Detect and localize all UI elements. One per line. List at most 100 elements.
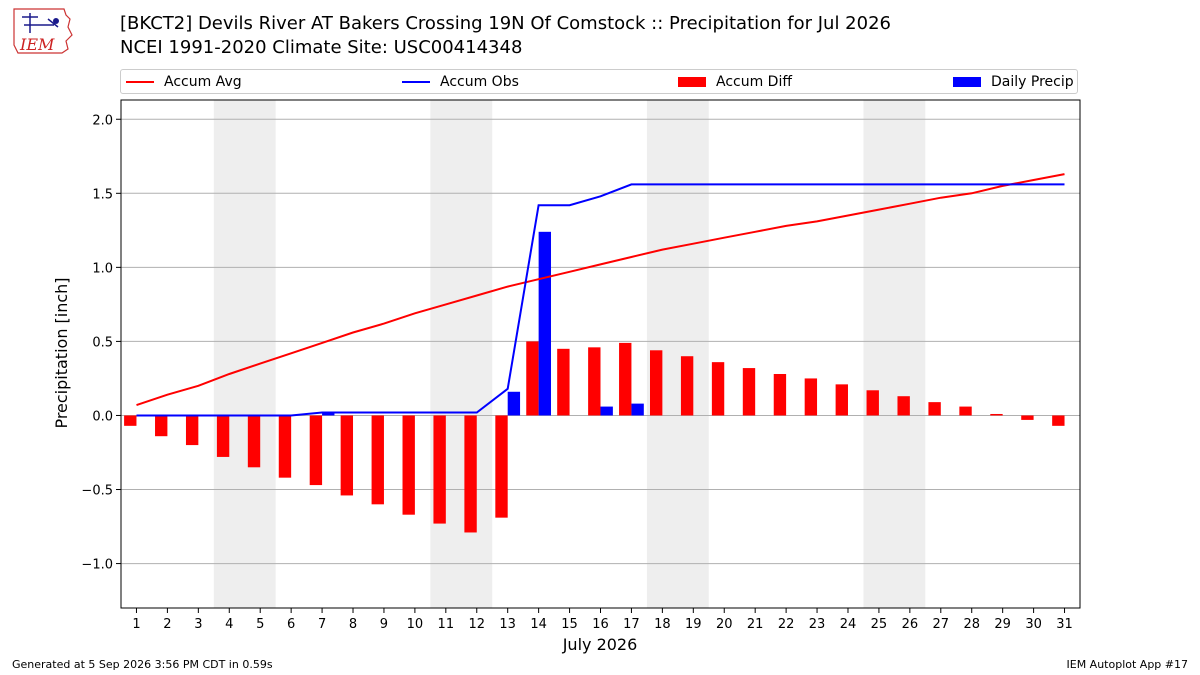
autoplot-app-label: IEM Autoplot App #17: [1066, 658, 1189, 671]
accum-diff-bar: [247, 415, 261, 468]
x-tick-label: 29: [994, 617, 1011, 632]
accum-diff-bar: [526, 341, 539, 416]
daily-precip-bar: [538, 231, 552, 416]
weekend-shade-1: [430, 100, 493, 608]
accum-diff-bars: [124, 341, 1065, 533]
x-tick-label: 28: [963, 617, 980, 632]
weekend-shade-0: [213, 100, 276, 608]
legend-daily-precip-label: Daily Precip: [991, 74, 1074, 90]
x-tick-label: 31: [1056, 617, 1073, 632]
accum-diff-bar: [742, 368, 756, 416]
accum-diff-bar: [804, 378, 818, 416]
x-tick-label: 20: [716, 617, 733, 632]
x-tick-label: 19: [685, 617, 702, 632]
accum-diff-bar: [433, 415, 446, 524]
x-tick-label: 13: [499, 617, 516, 632]
x-tick-label: 5: [256, 617, 264, 632]
accum-diff-bar: [340, 415, 354, 496]
accum-diff-bar: [990, 413, 1003, 416]
y-tick-label: −0.5: [81, 484, 113, 499]
y-tick-label: 0.5: [92, 335, 113, 350]
iem-logo-text: IEM: [19, 35, 55, 54]
y-tick-label: 1.5: [92, 187, 113, 202]
legend-accum-diff-label: Accum Diff: [716, 74, 793, 90]
accum-diff-bar: [711, 362, 725, 416]
iem-logo: IEM: [13, 8, 73, 54]
title-line-1: [BKCT2] Devils River AT Bakers Crossing …: [120, 13, 891, 34]
x-tick-label: 14: [530, 617, 547, 632]
x-tick-label: 7: [318, 617, 326, 632]
accum-diff-swatch: [678, 77, 706, 87]
title-line-2: NCEI 1991-2020 Climate Site: USC00414348: [120, 37, 523, 58]
accum-diff-bar: [402, 415, 415, 515]
x-tick-label: 6: [287, 617, 295, 632]
x-tick-label: 8: [349, 617, 357, 632]
x-tick-label: 1: [132, 617, 140, 632]
accum-diff-bar: [1052, 415, 1065, 426]
accum-diff-bar: [1021, 415, 1034, 420]
chart-title: [BKCT2] Devils River AT Bakers Crossing …: [120, 12, 891, 60]
y-tick-label: −1.0: [81, 558, 113, 573]
x-tick-label: 2: [163, 617, 171, 632]
accum-avg-line: [136, 173, 1065, 407]
x-tick-label: 21: [747, 617, 764, 632]
accum-obs-line: [136, 183, 1065, 417]
accum-diff-bar: [155, 415, 168, 437]
legend-accum-avg: Accum Avg: [126, 70, 242, 94]
accum-diff-bar: [773, 373, 787, 416]
x-ticks: 1 2 3 4 5 6 7 8 9 10 11 12 13 14 15 16 17 18 19 20 21 22 23 24 2…: [132, 608, 1073, 632]
daily-precip-bar: [322, 412, 335, 416]
x-tick-label: 12: [468, 617, 485, 632]
accum-diff-bar: [278, 415, 292, 478]
x-tick-label: 23: [809, 617, 826, 632]
x-axis-label: July 2026: [562, 635, 638, 654]
accum-avg-swatch: [126, 81, 154, 83]
accum-diff-bar: [959, 406, 972, 416]
accum-diff-bar: [588, 347, 601, 416]
chart-legend: Accum Avg Accum Obs Accum Diff Daily Pre…: [120, 69, 1078, 94]
x-tick-label: 17: [623, 617, 640, 632]
x-tick-label: 10: [407, 617, 424, 632]
y-axis-label: Precipitation [inch]: [52, 277, 71, 428]
legend-accum-obs: Accum Obs: [402, 70, 519, 94]
daily-precip-bar: [600, 406, 613, 416]
accum-lines: [136, 173, 1065, 417]
daily-precip-bar: [507, 391, 521, 416]
generated-timestamp: Generated at 5 Sep 2026 3:56 PM CDT in 0…: [12, 658, 273, 671]
x-tick-label: 22: [778, 617, 795, 632]
accum-diff-bar: [680, 356, 694, 416]
x-tick-label: 15: [561, 617, 578, 632]
daily-precip-swatch: [953, 77, 981, 87]
accum-diff-bar: [309, 415, 323, 486]
accum-diff-bar: [835, 384, 848, 416]
legend-accum-diff: Accum Diff: [678, 70, 792, 94]
x-tick-label: 24: [840, 617, 857, 632]
x-tick-label: 11: [438, 617, 455, 632]
accum-diff-bar: [124, 415, 137, 426]
x-tick-label: 30: [1025, 617, 1042, 632]
x-tick-label: 9: [380, 617, 388, 632]
y-tick-label: 2.0: [92, 113, 113, 128]
weekend-shade-3: [863, 100, 926, 608]
y-ticks: −1.0 −0.5 0.0 0.5 1.0 1.5 2.0: [81, 113, 121, 573]
accum-obs-swatch: [402, 81, 430, 83]
x-tick-label: 4: [225, 617, 233, 632]
x-tick-label: 27: [933, 617, 950, 632]
accum-diff-bar: [185, 415, 199, 446]
x-tick-label: 25: [871, 617, 888, 632]
x-tick-label: 16: [592, 617, 609, 632]
accum-diff-bar: [897, 396, 910, 416]
daily-precip-bar: [631, 403, 644, 416]
accum-diff-bar: [464, 415, 477, 533]
accum-diff-bar: [557, 348, 570, 416]
accum-diff-bar: [928, 402, 941, 416]
x-tick-label: 18: [654, 617, 671, 632]
accum-diff-bar: [371, 415, 384, 505]
accum-diff-bar: [216, 415, 230, 457]
accum-diff-bar: [495, 415, 508, 518]
accum-diff-bar: [649, 350, 663, 416]
x-tick-label: 3: [194, 617, 202, 632]
legend-accum-avg-label: Accum Avg: [164, 74, 242, 90]
y-tick-label: 0.0: [92, 409, 113, 424]
